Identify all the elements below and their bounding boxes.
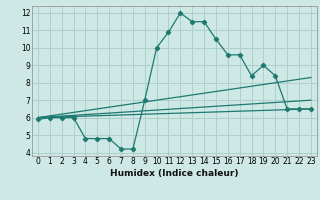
X-axis label: Humidex (Indice chaleur): Humidex (Indice chaleur) (110, 169, 239, 178)
